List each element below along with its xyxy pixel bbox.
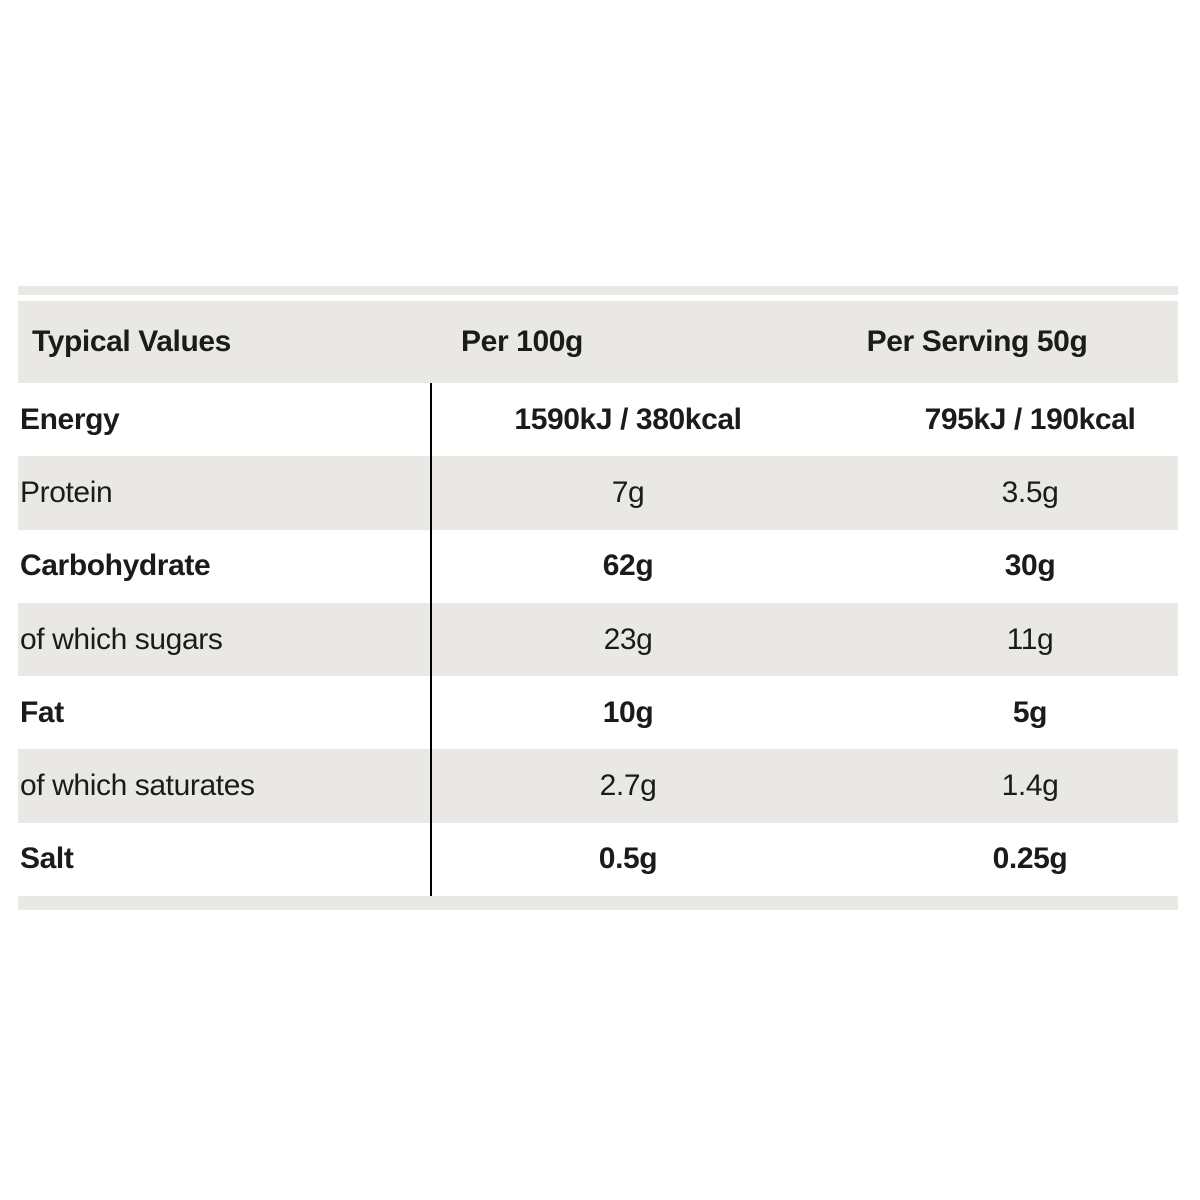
nutrient-label: of which saturates [20,769,255,803]
per-serving-value: 795kJ / 190kcal [924,402,1136,436]
per-serving-value: 3.5g [1001,475,1059,509]
table-row: Protein 7g 3.5g [18,456,1178,530]
per-serving-value: 0.25g [992,842,1068,876]
nutrition-table: Typical Values Per 100g Per Serving 50g … [18,286,1178,911]
nutrient-label: Salt [20,842,74,876]
header-typical-values: Typical Values [32,325,231,358]
per-serving-value: 5g [1012,695,1048,729]
nutrient-label: of which sugars [20,622,223,656]
table-row: of which sugars 23g 11g [18,602,1178,677]
per-100g-value: 0.5g [598,842,658,876]
nutrient-label: Protein [20,475,113,509]
header-per-100g: Per 100g [461,325,583,358]
per-100g-value: 62g [602,549,654,583]
per-serving-value: 11g [1006,622,1054,656]
nutrient-label: Carbohydrate [20,549,211,583]
nutrient-label: Fat [20,695,64,729]
bottom-strip [18,896,1178,911]
per-100g-value: 2.7g [599,769,657,803]
header-row: Typical Values Per 100g Per Serving 50g [18,301,1178,383]
per-100g-value: 23g [603,622,653,656]
per-100g-value: 7g [611,475,645,509]
per-100g-value: 10g [602,695,654,729]
table-row: Fat 10g 5g [18,676,1178,750]
per-serving-value: 30g [1004,549,1056,583]
top-strip [18,286,1178,295]
table-body: Energy 1590kJ / 380kcal 795kJ / 190kcal … [18,383,1178,897]
column-divider [430,383,432,896]
header-per-serving: Per Serving 50g [866,325,1088,358]
nutrient-label: Energy [20,402,120,436]
per-100g-value: 1590kJ / 380kcal [514,402,742,436]
per-serving-value: 1.4g [1001,769,1059,803]
table-row: of which saturates 2.7g 1.4g [18,749,1178,823]
table-row: Energy 1590kJ / 380kcal 795kJ / 190kcal [18,383,1178,457]
table-row: Salt 0.5g 0.25g [18,822,1178,897]
table-row: Carbohydrate 62g 30g [18,529,1178,603]
